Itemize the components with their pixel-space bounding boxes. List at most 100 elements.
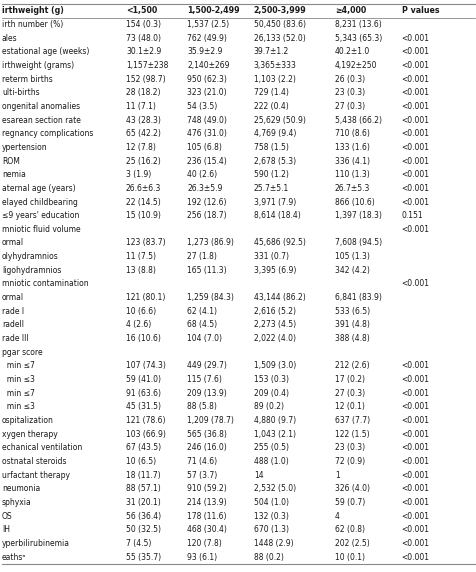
Text: 729 (1.4): 729 (1.4) <box>253 88 288 97</box>
Text: 105 (1.3): 105 (1.3) <box>334 252 369 261</box>
Text: <0.001: <0.001 <box>401 61 429 70</box>
Text: elayed childbearing: elayed childbearing <box>2 197 78 206</box>
Text: 88 (0.2): 88 (0.2) <box>253 553 283 562</box>
Text: 342 (4.2): 342 (4.2) <box>334 266 369 275</box>
Text: 67 (43.5): 67 (43.5) <box>126 443 161 452</box>
Text: 132 (0.3): 132 (0.3) <box>253 511 288 521</box>
Text: 45,686 (92.5): 45,686 (92.5) <box>253 239 305 248</box>
Text: ligohydramnios: ligohydramnios <box>2 266 61 275</box>
Text: 40 (2.6): 40 (2.6) <box>187 170 217 179</box>
Text: min ≤7: min ≤7 <box>2 389 35 398</box>
Text: ormal: ormal <box>2 239 24 248</box>
Text: 533 (6.5): 533 (6.5) <box>334 307 369 316</box>
Text: 710 (8.6): 710 (8.6) <box>334 129 369 138</box>
Text: 8,614 (18.4): 8,614 (18.4) <box>253 211 300 220</box>
Text: 1,397 (18.3): 1,397 (18.3) <box>334 211 381 220</box>
Text: 202 (2.5): 202 (2.5) <box>334 539 369 548</box>
Text: 107 (74.3): 107 (74.3) <box>126 362 166 371</box>
Text: 1,273 (86.9): 1,273 (86.9) <box>187 239 233 248</box>
Text: 28 (18.2): 28 (18.2) <box>126 88 160 97</box>
Text: <0.001: <0.001 <box>401 74 429 84</box>
Text: 2,140±269: 2,140±269 <box>187 61 229 70</box>
Text: 121 (80.1): 121 (80.1) <box>126 293 165 302</box>
Text: <0.001: <0.001 <box>401 525 429 534</box>
Text: 468 (30.4): 468 (30.4) <box>187 525 227 534</box>
Text: 40.2±1.0: 40.2±1.0 <box>334 47 369 56</box>
Text: 27 (1.8): 27 (1.8) <box>187 252 217 261</box>
Text: regnancy complications: regnancy complications <box>2 129 93 138</box>
Text: ales: ales <box>2 34 18 43</box>
Text: 93 (6.1): 93 (6.1) <box>187 553 217 562</box>
Text: <0.001: <0.001 <box>401 34 429 43</box>
Text: <0.001: <0.001 <box>401 443 429 452</box>
Text: aternal age (years): aternal age (years) <box>2 184 75 193</box>
Text: 105 (6.8): 105 (6.8) <box>187 143 221 152</box>
Text: 1,043 (2.1): 1,043 (2.1) <box>253 430 295 439</box>
Text: 910 (59.2): 910 (59.2) <box>187 484 226 493</box>
Text: neumonia: neumonia <box>2 484 40 493</box>
Text: 246 (16.0): 246 (16.0) <box>187 443 226 452</box>
Text: 110 (1.3): 110 (1.3) <box>334 170 369 179</box>
Text: 5,438 (66.2): 5,438 (66.2) <box>334 116 381 125</box>
Text: 5,343 (65.3): 5,343 (65.3) <box>334 34 381 43</box>
Text: 88 (5.8): 88 (5.8) <box>187 402 217 411</box>
Text: 65 (42.2): 65 (42.2) <box>126 129 160 138</box>
Text: <0.001: <0.001 <box>401 197 429 206</box>
Text: <0.001: <0.001 <box>401 88 429 97</box>
Text: <0.001: <0.001 <box>401 225 429 234</box>
Text: 236 (15.4): 236 (15.4) <box>187 157 226 165</box>
Text: 123 (83.7): 123 (83.7) <box>126 239 165 248</box>
Text: 476 (31.0): 476 (31.0) <box>187 129 227 138</box>
Text: 2,273 (4.5): 2,273 (4.5) <box>253 320 295 329</box>
Text: ospitalization: ospitalization <box>2 416 54 425</box>
Text: 25,629 (50.9): 25,629 (50.9) <box>253 116 305 125</box>
Text: 54 (3.5): 54 (3.5) <box>187 102 217 111</box>
Text: 748 (49.0): 748 (49.0) <box>187 116 227 125</box>
Text: 23 (0.3): 23 (0.3) <box>334 88 364 97</box>
Text: 1,259 (84.3): 1,259 (84.3) <box>187 293 233 302</box>
Text: 637 (7.7): 637 (7.7) <box>334 416 369 425</box>
Text: sphyxia: sphyxia <box>2 498 31 507</box>
Text: ulti-births: ulti-births <box>2 88 40 97</box>
Text: 10 (6.5): 10 (6.5) <box>126 457 156 466</box>
Text: <0.001: <0.001 <box>401 553 429 562</box>
Text: 154 (0.3): 154 (0.3) <box>126 20 160 29</box>
Text: <0.001: <0.001 <box>401 157 429 165</box>
Text: min ≤3: min ≤3 <box>2 375 35 384</box>
Text: 2,678 (5.3): 2,678 (5.3) <box>253 157 295 165</box>
Text: reterm births: reterm births <box>2 74 52 84</box>
Text: 222 (0.4): 222 (0.4) <box>253 102 288 111</box>
Text: <0.001: <0.001 <box>401 143 429 152</box>
Text: 1,537 (2.5): 1,537 (2.5) <box>187 20 228 29</box>
Text: <0.001: <0.001 <box>401 116 429 125</box>
Text: 326 (4.0): 326 (4.0) <box>334 484 369 493</box>
Text: 212 (2.6): 212 (2.6) <box>334 362 369 371</box>
Text: ongenital anomalies: ongenital anomalies <box>2 102 80 111</box>
Text: 31 (20.1): 31 (20.1) <box>126 498 160 507</box>
Text: <0.001: <0.001 <box>401 170 429 179</box>
Text: 35.9±2.9: 35.9±2.9 <box>187 47 222 56</box>
Text: 73 (48.0): 73 (48.0) <box>126 34 160 43</box>
Text: 72 (0.9): 72 (0.9) <box>334 457 364 466</box>
Text: 192 (12.6): 192 (12.6) <box>187 197 226 206</box>
Text: <0.001: <0.001 <box>401 416 429 425</box>
Text: 56 (36.4): 56 (36.4) <box>126 511 161 521</box>
Text: 152 (98.7): 152 (98.7) <box>126 74 165 84</box>
Text: radeII: radeII <box>2 320 24 329</box>
Text: min ≤7: min ≤7 <box>2 362 35 371</box>
Text: 23 (0.3): 23 (0.3) <box>334 443 364 452</box>
Text: 91 (63.6): 91 (63.6) <box>126 389 160 398</box>
Text: irthweight (grams): irthweight (grams) <box>2 61 74 70</box>
Text: 488 (1.0): 488 (1.0) <box>253 457 288 466</box>
Text: 39.7±1.2: 39.7±1.2 <box>253 47 288 56</box>
Text: 214 (13.9): 214 (13.9) <box>187 498 226 507</box>
Text: 121 (78.6): 121 (78.6) <box>126 416 165 425</box>
Text: 7,608 (94.5): 7,608 (94.5) <box>334 239 381 248</box>
Text: 1,500-2,499: 1,500-2,499 <box>187 6 239 15</box>
Text: 866 (10.6): 866 (10.6) <box>334 197 374 206</box>
Text: 6,841 (83.9): 6,841 (83.9) <box>334 293 381 302</box>
Text: 50,450 (83.6): 50,450 (83.6) <box>253 20 305 29</box>
Text: ypertension: ypertension <box>2 143 48 152</box>
Text: 4,769 (9.4): 4,769 (9.4) <box>253 129 296 138</box>
Text: OS: OS <box>2 511 12 521</box>
